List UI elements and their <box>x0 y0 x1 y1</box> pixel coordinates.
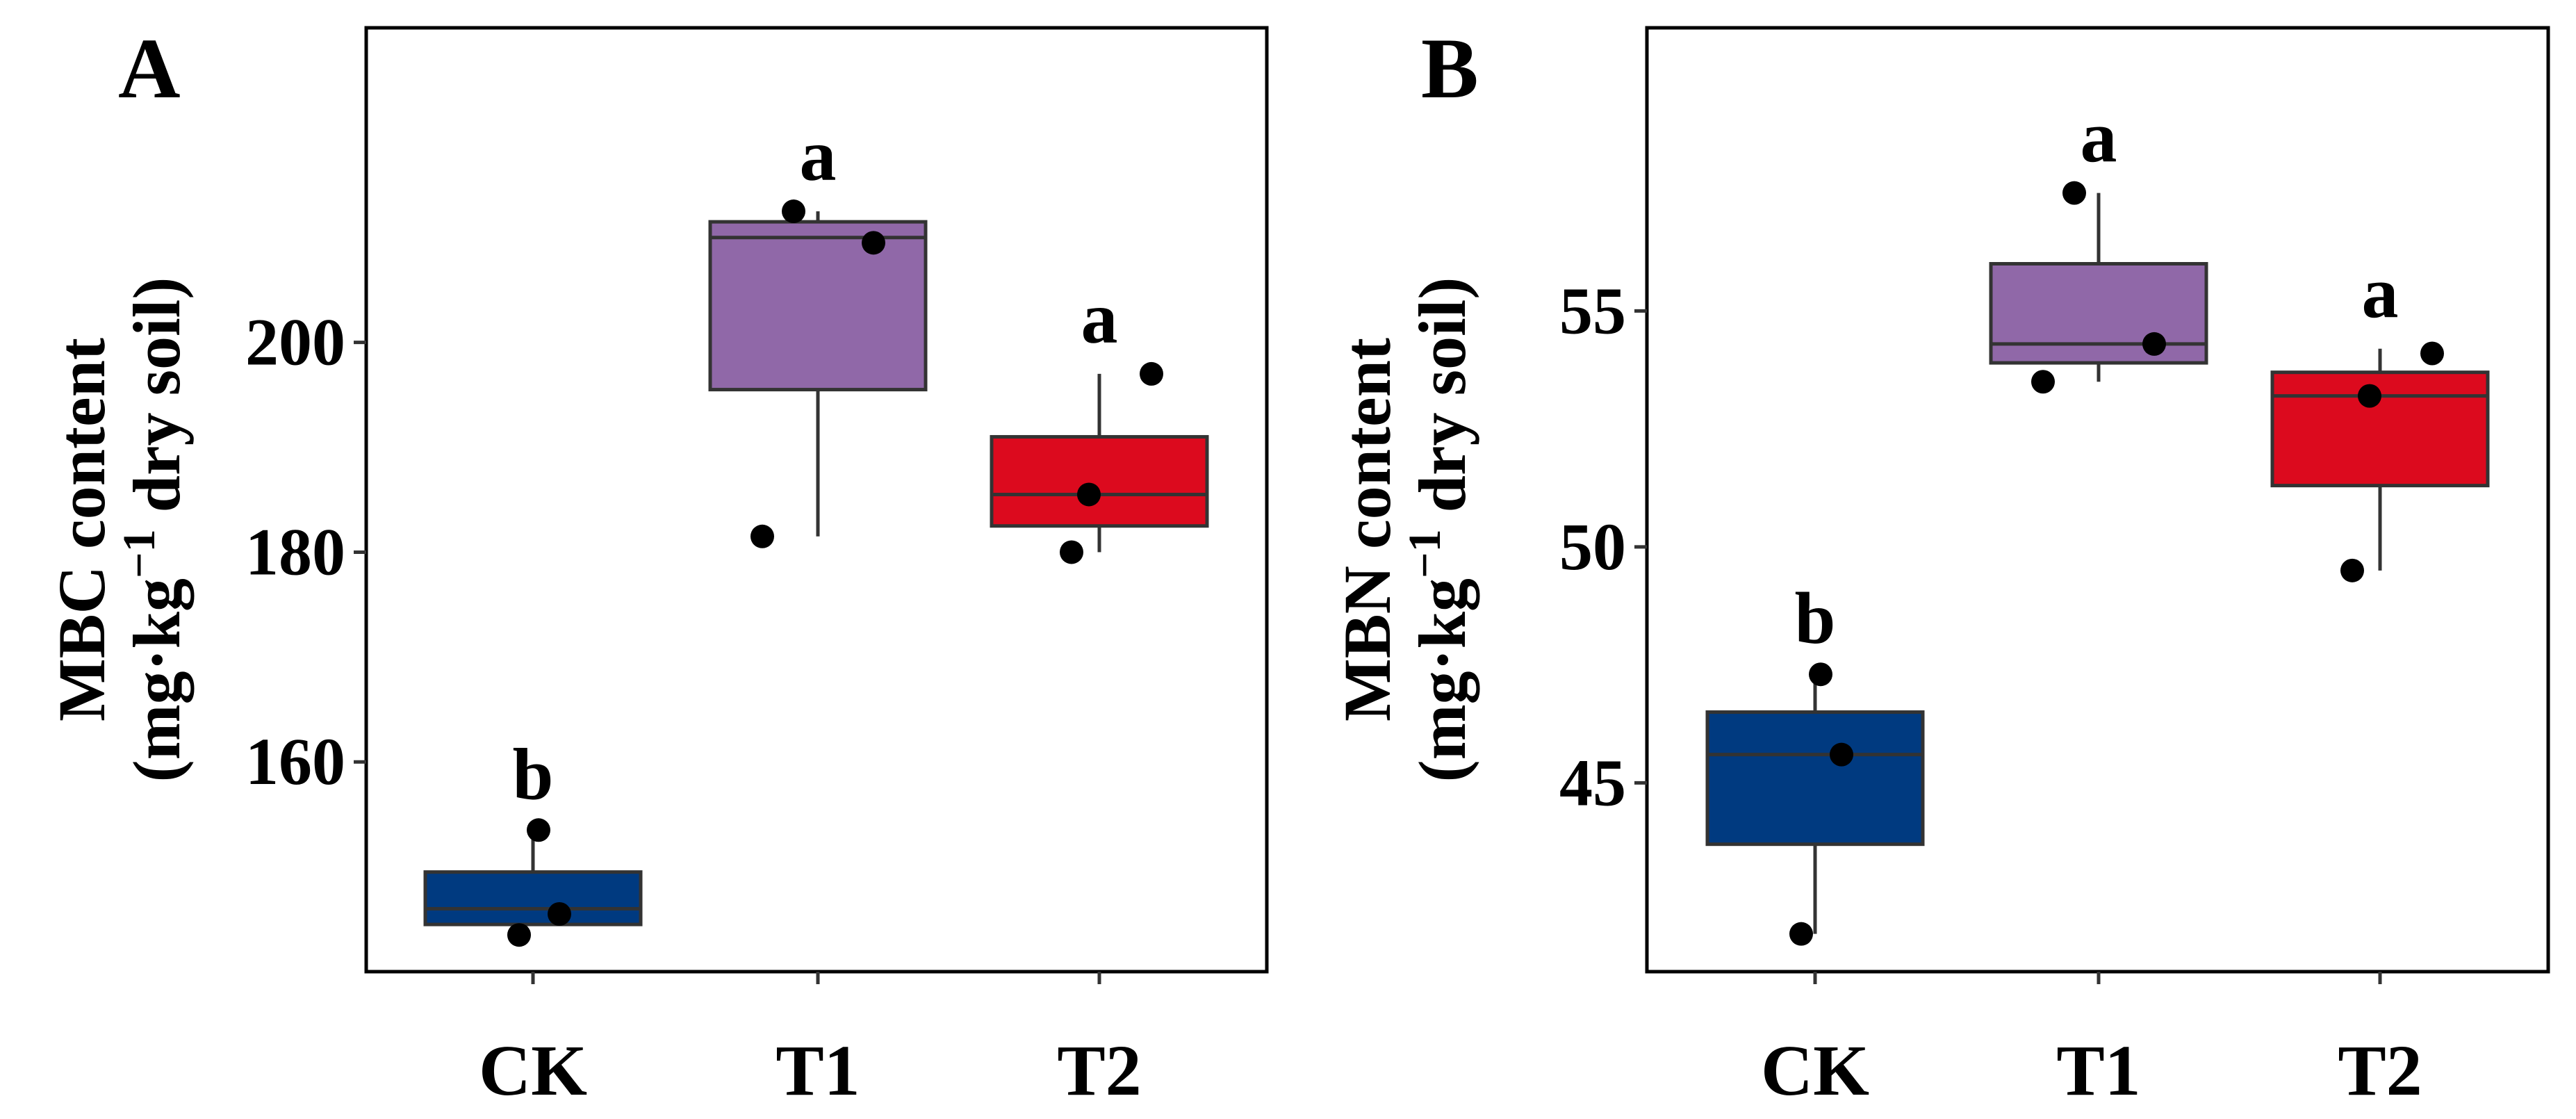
panel-a-xtick-label: T1 <box>776 1031 860 1111</box>
data-point <box>507 923 531 947</box>
significance-letter-t2: a <box>2362 252 2399 334</box>
significance-letter-t2: a <box>1081 277 1118 359</box>
panel-a-ytick-label: 200 <box>245 305 345 379</box>
data-point <box>750 524 774 548</box>
panel-a-letter: A <box>118 21 181 116</box>
data-point <box>1060 540 1083 564</box>
panel-a-plot: 160 180 200 CK T1 T2 b a a <box>245 26 1269 1111</box>
panel-a: A 160 180 200 CK T1 T2 b a a MBC content (mg·kg−… <box>44 21 1269 1111</box>
box-t2 <box>2270 370 2490 488</box>
data-point <box>527 818 550 842</box>
panel-b-ytick-label: 45 <box>1559 745 1626 819</box>
data-point <box>2340 558 2364 582</box>
panel-b-xtick-label: T1 <box>2056 1031 2140 1111</box>
panel-a-ylabel-sup: −1 <box>114 529 165 578</box>
panel-b-ylabel-line1: MBN content <box>1330 338 1404 721</box>
data-point <box>2062 181 2086 205</box>
significance-letter-ck: b <box>1795 578 1836 659</box>
data-point <box>548 902 571 926</box>
panel-b-ylabel-prefix: (mg·kg <box>1405 578 1479 782</box>
panel-a-ytick-label: 180 <box>245 514 345 589</box>
significance-letter-ck: b <box>513 733 554 815</box>
panel-a-xtick-label: CK <box>479 1031 587 1111</box>
panel-a-ylabel-line2: (mg·kg−1 dry soil) <box>114 277 195 783</box>
data-point <box>782 199 805 224</box>
box-ck <box>423 870 643 926</box>
box-t2 <box>990 434 1209 528</box>
significance-letter-t1: a <box>2081 97 2117 178</box>
panel-a-ylabel-suffix: dry soil) <box>120 277 194 530</box>
data-point <box>1077 482 1101 507</box>
panel-a-xtick-label: T2 <box>1057 1031 1141 1111</box>
panel-b-ytick-label: 50 <box>1559 509 1626 584</box>
panel-b-xtick-label: CK <box>1761 1031 1869 1111</box>
panel-b-ylabel-sup: −1 <box>1400 529 1450 578</box>
data-point <box>1809 662 1832 687</box>
data-point <box>2031 370 2055 394</box>
box-t1 <box>708 220 928 392</box>
data-point <box>1789 922 1813 946</box>
panel-b-ylabel-suffix: dry soil) <box>1405 277 1479 530</box>
panel-b-ylabel-line2: (mg·kg−1 dry soil) <box>1400 277 1480 783</box>
panel-b-plot: 45 50 55 CK T1 T2 b a a <box>1559 26 2550 1111</box>
data-point <box>2358 384 2381 408</box>
panel-a-ytick-label: 160 <box>245 724 345 799</box>
panel-b-letter: B <box>1421 21 1479 116</box>
data-point <box>1830 742 1853 767</box>
significance-letter-t1: a <box>800 115 837 196</box>
panel-b-xtick-label: T2 <box>2338 1031 2422 1111</box>
box-ck <box>1705 710 1925 847</box>
data-point <box>2142 332 2166 356</box>
panel-b: B 45 50 55 CK T1 T2 b a a MBN content (mg·kg−1 d… <box>1330 21 2550 1111</box>
data-point <box>1140 361 1163 386</box>
panel-a-ylabel-prefix: (mg·kg <box>120 578 194 782</box>
data-point <box>2420 341 2444 366</box>
panel-b-ytick-label: 55 <box>1559 273 1626 348</box>
panel-a-ylabel-line1: MBC content <box>44 338 119 721</box>
box-t1 <box>1989 262 2208 365</box>
data-point <box>862 231 885 255</box>
